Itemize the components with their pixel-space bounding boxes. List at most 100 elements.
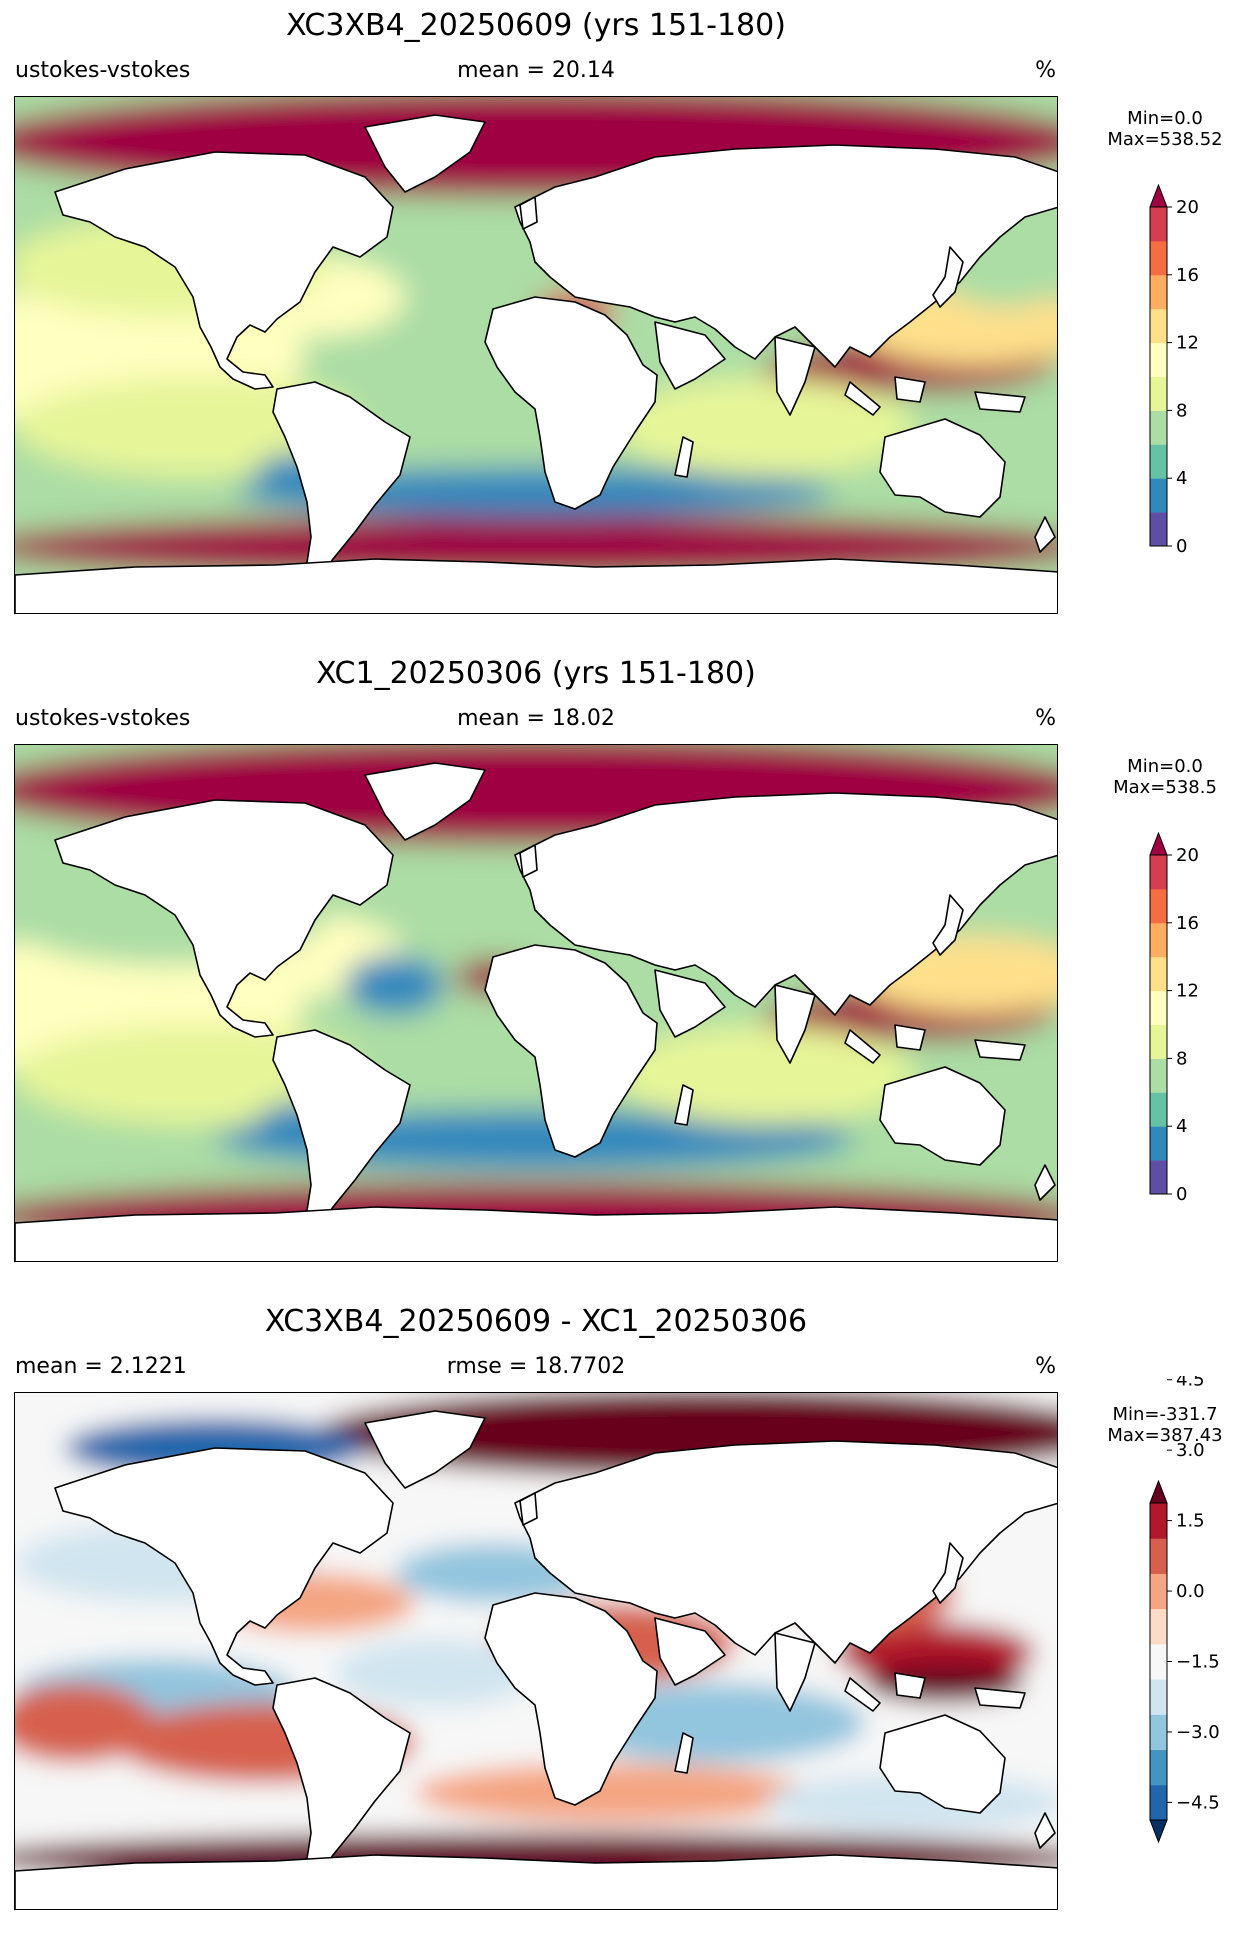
landmass-madagascar <box>674 436 694 478</box>
colorbar-band <box>1150 410 1167 445</box>
colorbar-band <box>1150 1503 1167 1539</box>
colorbar-band <box>1150 1643 1167 1680</box>
panel-2: XC1_20250306 (yrs 151-180) ustokes-vstok… <box>0 648 1257 1294</box>
landmass-south-america <box>272 381 411 586</box>
colorbar-band <box>1150 1058 1167 1093</box>
landmass-uk <box>519 196 538 230</box>
panel-title: XC3XB4_20250609 (yrs 151-180) <box>286 8 786 43</box>
colorbar-tick-label: 3.0 <box>1176 1440 1205 1461</box>
landmass-madagascar <box>674 1084 694 1126</box>
landmass-north-america <box>54 1447 394 1686</box>
landmass-arabia <box>654 321 726 390</box>
units-label: % <box>1035 706 1056 731</box>
colorbar-tick-label: 0 <box>1176 536 1187 557</box>
colorbar-band <box>1150 855 1167 890</box>
colorbar-band <box>1150 990 1167 1025</box>
colorbar-tick-label: 4 <box>1176 1116 1187 1137</box>
colorbar-band <box>1150 1024 1167 1059</box>
landmass-north-america <box>54 151 394 390</box>
landmass-sumatra <box>844 1677 881 1712</box>
landmass-greenland <box>364 114 486 193</box>
colorbar: Min=-331.7 Max=387.43 −4.5 −3.0 −1.5 0.0 1.5… <box>1085 1376 1245 1876</box>
colorbar-band <box>1150 444 1167 479</box>
colorbar-band <box>1150 1749 1167 1786</box>
world-map <box>15 1393 1057 1909</box>
landmass-greenland <box>364 1410 486 1489</box>
landmass-antarctica <box>15 1854 1057 1909</box>
colorbar-tick-label: 16 <box>1176 913 1199 934</box>
colorbar-band <box>1150 922 1167 958</box>
map-frame <box>14 744 1058 1262</box>
colorbar-frame <box>1149 206 1168 547</box>
colorbar-band <box>1150 478 1167 513</box>
colorbar-tick-label: −4.5 <box>1176 1792 1220 1813</box>
mean-label: mean = 20.14 <box>457 58 615 83</box>
landmass-australia <box>879 418 1006 518</box>
colorbar-tick-label: 0 <box>1176 1184 1187 1205</box>
colorbar-tick-label: 0.0 <box>1176 1581 1205 1602</box>
colorbar-frame <box>1149 854 1168 1195</box>
landmass-sumatra <box>844 381 881 416</box>
colorbar-band <box>1150 956 1167 992</box>
colorbar-min: Min=-331.7 <box>1112 1404 1218 1425</box>
colorbar-tick-label: 12 <box>1176 333 1199 354</box>
colorbar-tick-label: 8 <box>1176 400 1187 421</box>
colorbar-extend-min <box>1149 1819 1168 1844</box>
landmass-north-america <box>54 799 394 1038</box>
landmass-australia <box>879 1066 1006 1166</box>
landmass-japan <box>932 246 964 308</box>
colorbar-max: Max=538.5 <box>1113 777 1217 798</box>
landmass-greenland <box>364 762 486 841</box>
mean-label: mean = 2.1221 <box>15 1354 187 1379</box>
rmse-label: rmse = 18.7702 <box>446 1354 626 1379</box>
colorbar-tick-label: 12 <box>1176 981 1199 1002</box>
panel-title: XC3XB4_20250609 - XC1_20250306 <box>264 1304 808 1339</box>
colorbar-tick-label: 4.5 <box>1176 1376 1205 1391</box>
map-frame <box>14 96 1058 614</box>
landmass-borneo <box>894 376 926 403</box>
landmass-africa <box>484 296 658 510</box>
landmass-japan <box>932 894 964 956</box>
units-label: % <box>1035 58 1056 83</box>
landmass-arabia <box>654 1617 726 1686</box>
colorbar-extend-max <box>1149 1479 1168 1504</box>
mean-label: mean = 18.02 <box>457 706 615 731</box>
landmass-uk <box>519 1492 538 1526</box>
colorbar-band <box>1150 1538 1167 1574</box>
variable-label: ustokes-vstokes <box>15 58 191 83</box>
colorbar: Min=0.0 Max=538.5 0 4 8 12 16 20 <box>1085 728 1245 1228</box>
landmass-madagascar <box>674 1732 694 1774</box>
landmass-africa <box>484 944 658 1158</box>
colorbar-min: Min=0.0 <box>1127 108 1203 129</box>
colorbar-band <box>1150 1679 1167 1715</box>
colorbar-band <box>1150 512 1167 547</box>
variable-label: ustokes-vstokes <box>15 706 191 731</box>
landmass-new-zealand <box>1034 516 1056 553</box>
colorbar-max: Max=387.43 <box>1107 1425 1223 1446</box>
landmass-antarctica <box>15 558 1057 613</box>
colorbar-band <box>1150 376 1167 411</box>
landmass-africa <box>484 1592 658 1806</box>
colorbar-max: Max=538.52 <box>1107 129 1223 150</box>
panel-title: XC1_20250306 (yrs 151-180) <box>316 656 756 691</box>
landmass-antarctica <box>15 1206 1057 1261</box>
landmass-arabia <box>654 969 726 1038</box>
landmass-eurasia <box>514 1440 1057 1664</box>
field-region <box>15 1683 155 1763</box>
landmass-uk <box>519 844 538 878</box>
units-label: % <box>1035 1354 1056 1379</box>
landmass-india <box>774 336 816 416</box>
landmass-south-america <box>272 1029 411 1234</box>
colorbar-tick-label: 4 <box>1176 468 1187 489</box>
field-region <box>335 1638 535 1708</box>
colorbar-band <box>1150 888 1167 924</box>
field-region <box>615 377 915 477</box>
colorbar-band <box>1150 274 1167 310</box>
world-map <box>15 97 1057 613</box>
colorbar-tick-label: 20 <box>1176 845 1199 866</box>
colorbar-band <box>1150 207 1167 242</box>
field-region <box>345 955 445 1015</box>
colorbar-tick-label: −1.5 <box>1176 1652 1220 1673</box>
colorbar-band <box>1150 1160 1167 1195</box>
landmass-japan <box>932 1542 964 1604</box>
